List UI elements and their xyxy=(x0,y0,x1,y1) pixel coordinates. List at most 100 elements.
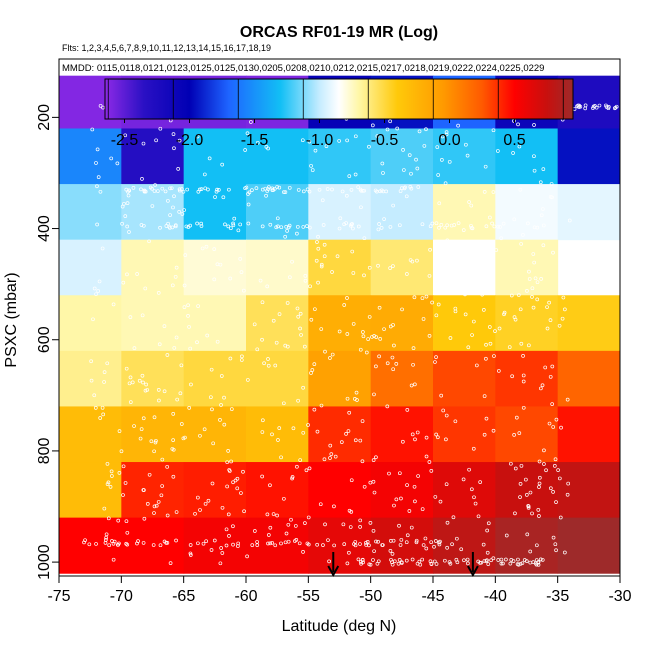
sample-point xyxy=(182,208,187,212)
sample-point xyxy=(130,380,135,385)
sample-point xyxy=(219,374,224,378)
sample-point xyxy=(219,403,223,407)
sample-point xyxy=(526,505,531,510)
sample-point xyxy=(534,558,539,562)
sample-point xyxy=(218,561,223,566)
sample-point xyxy=(232,216,237,221)
sample-point xyxy=(548,486,553,491)
sample-point xyxy=(430,300,434,305)
sample-point xyxy=(409,186,414,191)
sample-point xyxy=(467,200,471,204)
sample-point xyxy=(385,127,390,132)
sample-point xyxy=(298,326,302,331)
sample-point xyxy=(245,554,249,559)
sample-point xyxy=(398,189,403,193)
sample-point xyxy=(501,221,506,226)
sample-point xyxy=(142,189,147,194)
sample-point xyxy=(186,313,190,318)
sample-point xyxy=(513,317,518,322)
sample-point xyxy=(339,440,344,445)
sample-point xyxy=(451,515,456,520)
sample-point xyxy=(578,104,583,109)
sample-point xyxy=(260,430,265,434)
sample-point xyxy=(362,188,366,193)
sample-point xyxy=(544,468,548,473)
sample-point xyxy=(295,306,300,311)
sample-point xyxy=(444,482,449,487)
sample-point xyxy=(140,176,144,181)
sample-point xyxy=(566,481,571,486)
sample-point xyxy=(374,455,378,460)
sample-point xyxy=(450,278,454,282)
sample-point xyxy=(265,189,270,193)
sample-point xyxy=(455,536,459,541)
sample-point xyxy=(358,525,362,529)
sample-point xyxy=(518,561,523,566)
sample-point xyxy=(227,187,231,192)
sample-point xyxy=(202,172,207,177)
sample-point xyxy=(223,222,227,227)
sample-point xyxy=(185,187,190,192)
sample-point xyxy=(382,327,386,332)
sample-point xyxy=(143,189,148,194)
sample-point xyxy=(167,224,172,229)
sample-point xyxy=(209,395,213,400)
sample-point xyxy=(301,385,305,390)
sample-point xyxy=(203,501,208,506)
sample-point xyxy=(330,352,335,357)
sample-point xyxy=(260,224,265,229)
sample-point xyxy=(268,222,273,227)
sample-point xyxy=(417,129,422,134)
sample-point xyxy=(437,201,442,206)
sample-point xyxy=(397,523,401,528)
sample-point xyxy=(367,144,371,149)
sample-point xyxy=(143,286,148,291)
sample-point xyxy=(378,337,383,341)
mmdd-label: MMDD: 0115,0118,0121,0123,0125,0125,0130… xyxy=(62,63,544,74)
sample-point xyxy=(479,560,483,565)
sample-point xyxy=(364,543,368,547)
sample-point xyxy=(322,242,327,247)
sample-point xyxy=(342,542,347,546)
sample-point xyxy=(516,557,520,562)
heatmap-cell xyxy=(557,184,621,241)
arrow-head xyxy=(467,565,479,578)
sample-point xyxy=(488,341,493,346)
heatmap-cell xyxy=(308,462,372,519)
sample-point xyxy=(266,541,270,546)
heatmap-cell xyxy=(557,295,621,352)
sample-point xyxy=(372,392,376,397)
sample-point xyxy=(145,388,150,392)
sample-point xyxy=(557,476,562,481)
heatmap-cell xyxy=(183,406,247,463)
sample-point xyxy=(434,432,439,437)
heatmap-cell xyxy=(59,350,122,407)
sample-point xyxy=(319,262,324,267)
sample-point xyxy=(147,472,152,477)
sample-point xyxy=(551,490,555,494)
sample-point xyxy=(329,452,334,456)
sample-point xyxy=(606,106,611,111)
heatmap-cell xyxy=(183,295,247,352)
sample-point xyxy=(295,231,299,236)
sample-point xyxy=(373,188,378,193)
sample-point xyxy=(296,188,301,192)
sample-point xyxy=(227,468,232,472)
sample-point xyxy=(260,337,264,342)
sample-point xyxy=(344,193,349,198)
sample-point xyxy=(356,224,361,229)
sample-point xyxy=(461,228,466,232)
sample-point xyxy=(143,388,148,393)
sample-point xyxy=(332,543,337,548)
sample-point xyxy=(400,307,404,312)
sample-point xyxy=(226,224,231,229)
heatmap-cell xyxy=(433,517,496,574)
heatmap-cell xyxy=(183,239,247,296)
sample-point xyxy=(297,541,302,546)
sample-point xyxy=(541,243,546,248)
sample-point xyxy=(536,508,541,512)
sample-point xyxy=(346,429,351,433)
heatmap-cell xyxy=(246,406,309,463)
sample-point xyxy=(528,490,533,495)
sample-point xyxy=(306,515,311,520)
